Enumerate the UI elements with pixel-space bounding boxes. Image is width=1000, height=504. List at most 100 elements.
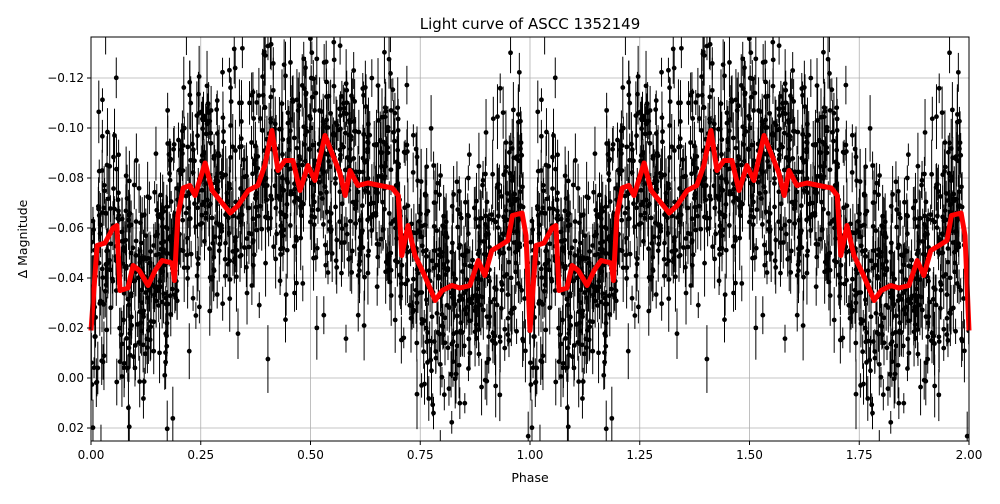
data-point bbox=[344, 336, 349, 341]
data-point bbox=[204, 131, 209, 136]
data-point bbox=[509, 275, 514, 280]
data-point bbox=[853, 341, 858, 346]
data-point bbox=[229, 99, 234, 104]
data-point bbox=[580, 396, 585, 401]
data-point bbox=[352, 129, 357, 134]
data-point bbox=[773, 258, 778, 263]
data-point bbox=[438, 362, 443, 367]
data-point bbox=[654, 292, 659, 297]
data-point bbox=[141, 314, 146, 319]
data-point bbox=[474, 199, 479, 204]
data-point bbox=[626, 80, 631, 85]
data-point bbox=[126, 405, 131, 410]
data-point bbox=[220, 70, 225, 75]
data-point bbox=[512, 192, 517, 197]
data-point bbox=[868, 368, 873, 373]
data-point bbox=[920, 178, 925, 183]
data-point bbox=[702, 177, 707, 182]
data-point bbox=[334, 121, 339, 126]
data-point bbox=[375, 284, 380, 289]
data-point bbox=[233, 66, 238, 71]
data-point bbox=[198, 222, 203, 227]
data-point bbox=[470, 258, 475, 263]
data-point bbox=[896, 401, 901, 406]
data-point bbox=[636, 304, 641, 309]
data-point bbox=[498, 339, 503, 344]
data-point bbox=[454, 372, 459, 377]
data-point bbox=[486, 334, 491, 339]
data-point bbox=[707, 95, 712, 100]
data-point bbox=[772, 205, 777, 210]
data-point bbox=[100, 275, 105, 280]
data-point bbox=[324, 117, 329, 122]
data-point bbox=[434, 263, 439, 268]
data-point bbox=[619, 218, 624, 223]
data-point bbox=[344, 223, 349, 228]
data-point bbox=[693, 100, 698, 105]
data-point bbox=[634, 133, 639, 138]
data-point bbox=[157, 350, 162, 355]
data-point bbox=[348, 219, 353, 224]
data-point bbox=[505, 332, 510, 337]
data-point bbox=[208, 275, 213, 280]
data-point bbox=[666, 68, 671, 73]
data-point bbox=[419, 179, 424, 184]
data-point bbox=[492, 334, 497, 339]
data-point bbox=[896, 189, 901, 194]
data-point bbox=[285, 202, 290, 207]
data-point bbox=[894, 343, 899, 348]
data-point bbox=[662, 257, 667, 262]
data-point bbox=[292, 136, 297, 141]
data-point bbox=[934, 114, 939, 119]
data-point bbox=[821, 207, 826, 212]
data-point bbox=[263, 177, 268, 182]
data-point bbox=[593, 208, 598, 213]
data-point bbox=[502, 274, 507, 279]
data-point bbox=[477, 352, 482, 357]
data-point bbox=[581, 379, 586, 384]
data-point bbox=[623, 211, 628, 216]
data-point bbox=[260, 128, 265, 133]
data-point bbox=[194, 113, 199, 118]
data-point bbox=[197, 304, 202, 309]
data-point bbox=[233, 235, 238, 240]
data-point bbox=[389, 108, 394, 113]
data-point bbox=[691, 252, 696, 257]
data-point bbox=[362, 323, 367, 328]
data-point bbox=[440, 324, 445, 329]
data-point bbox=[539, 275, 544, 280]
data-point bbox=[857, 290, 862, 295]
data-point bbox=[429, 126, 434, 131]
data-point bbox=[632, 224, 637, 229]
data-point bbox=[881, 392, 886, 397]
data-point bbox=[427, 268, 432, 273]
data-point bbox=[643, 131, 648, 136]
data-point bbox=[913, 199, 918, 204]
data-point bbox=[576, 186, 581, 191]
data-point bbox=[948, 275, 953, 280]
data-point bbox=[312, 108, 317, 113]
data-point bbox=[627, 101, 632, 106]
data-point bbox=[950, 107, 955, 112]
data-point bbox=[829, 87, 834, 92]
data-point bbox=[427, 339, 432, 344]
data-point bbox=[217, 242, 222, 247]
data-point bbox=[324, 79, 329, 84]
data-point bbox=[604, 204, 609, 209]
data-point bbox=[215, 131, 220, 136]
data-point bbox=[165, 108, 170, 113]
data-point bbox=[801, 275, 806, 280]
data-point bbox=[843, 83, 848, 88]
data-point bbox=[226, 199, 231, 204]
data-point bbox=[825, 257, 830, 262]
data-point bbox=[495, 114, 500, 119]
data-point bbox=[773, 121, 778, 126]
data-point bbox=[790, 68, 795, 73]
data-point bbox=[415, 392, 420, 397]
data-point bbox=[606, 152, 611, 157]
data-point bbox=[154, 289, 159, 294]
data-point bbox=[626, 349, 631, 354]
data-point bbox=[446, 345, 451, 350]
data-point bbox=[271, 88, 276, 93]
data-point bbox=[133, 366, 138, 371]
